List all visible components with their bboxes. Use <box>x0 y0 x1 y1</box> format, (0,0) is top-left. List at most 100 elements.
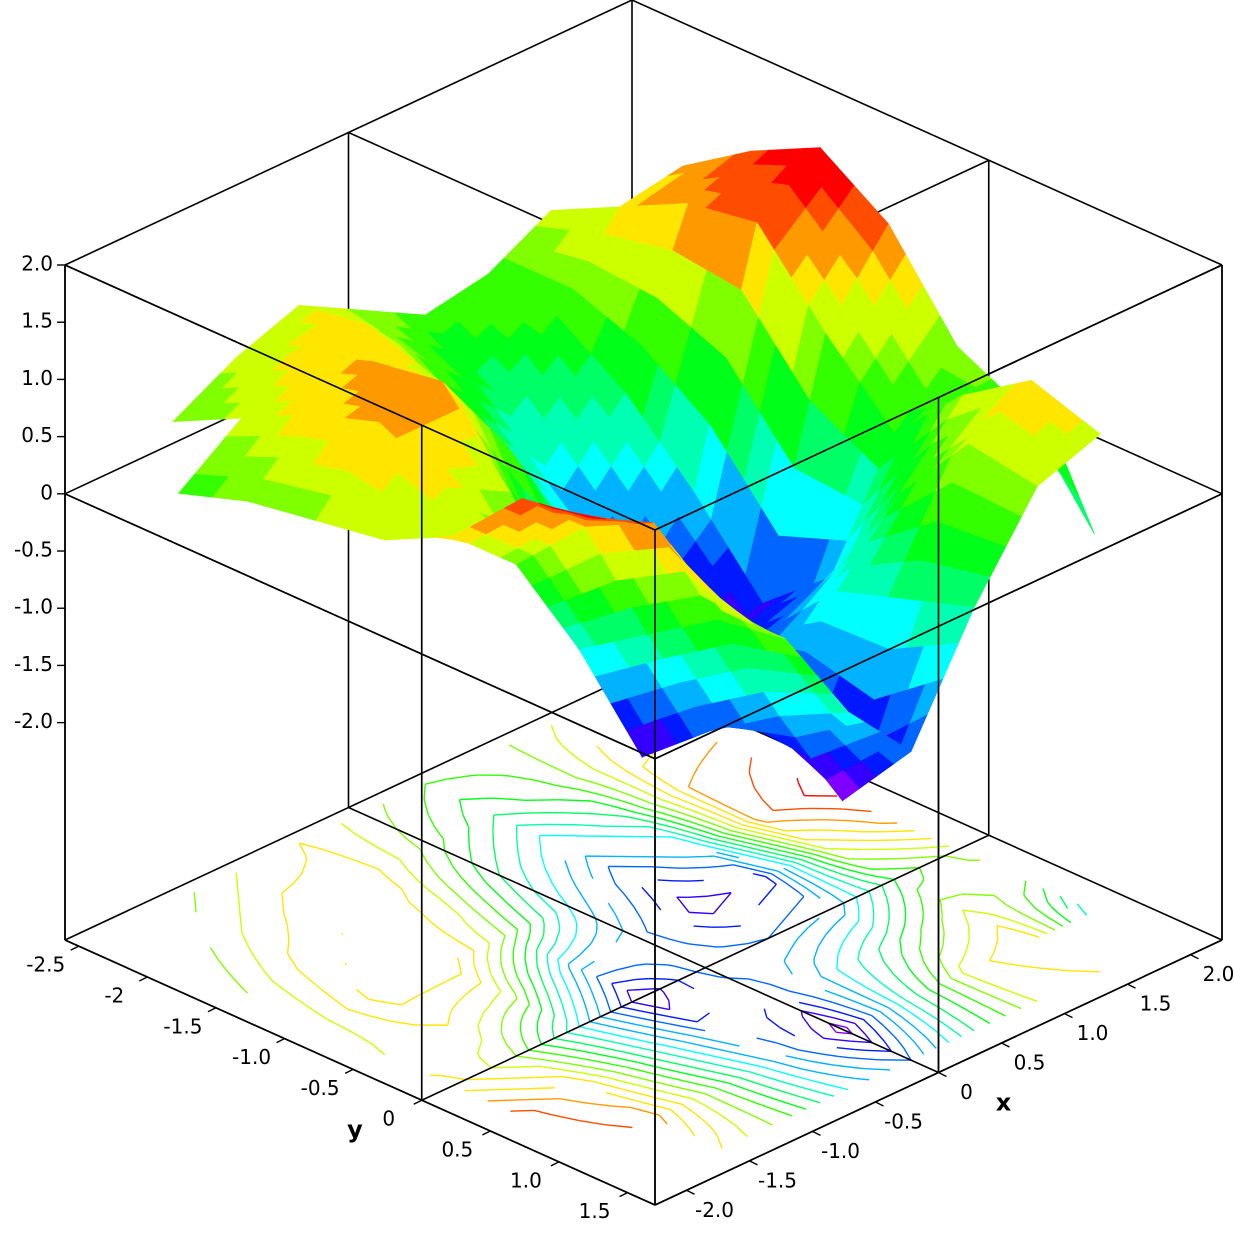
y-tick <box>482 1130 491 1136</box>
contour <box>684 835 707 843</box>
contour <box>658 1035 672 1040</box>
contour <box>401 996 417 1006</box>
contour <box>918 948 924 961</box>
x-tick <box>1064 1012 1073 1019</box>
contour <box>704 1053 717 1058</box>
contour <box>795 861 814 871</box>
contour <box>541 1043 562 1049</box>
grid-line <box>64 493 656 760</box>
contour <box>722 1115 737 1127</box>
contour <box>500 1020 503 1032</box>
contour <box>536 967 543 982</box>
contour <box>571 878 577 887</box>
contour <box>735 1125 748 1138</box>
contour <box>893 1036 898 1040</box>
contour <box>558 894 569 907</box>
contour <box>564 861 571 875</box>
contour <box>755 865 778 872</box>
contour <box>773 856 790 862</box>
contour <box>627 1082 650 1089</box>
contour <box>641 1024 647 1028</box>
x-tick-label: -1.5 <box>758 1168 797 1192</box>
contour <box>589 1021 612 1028</box>
contour <box>790 940 797 949</box>
contour <box>996 924 1020 932</box>
contour <box>693 1051 706 1055</box>
contour <box>462 813 465 817</box>
contour <box>831 829 851 832</box>
contour <box>813 1030 824 1039</box>
contour <box>303 1003 313 1011</box>
contour <box>668 1015 693 1022</box>
contour <box>568 968 577 982</box>
contour <box>281 898 285 909</box>
contour <box>785 1055 810 1062</box>
contour <box>471 1077 502 1081</box>
contour <box>590 800 614 807</box>
contour <box>554 1053 580 1059</box>
contour <box>785 851 808 858</box>
contour <box>512 962 516 969</box>
contour <box>727 1066 740 1071</box>
contour <box>509 775 535 781</box>
contour <box>872 905 875 914</box>
contour <box>589 941 593 946</box>
contour <box>825 847 858 851</box>
contour <box>559 948 569 958</box>
contour <box>710 1070 717 1074</box>
contour <box>516 1055 543 1061</box>
contour <box>536 937 544 951</box>
contour <box>512 947 515 954</box>
contour <box>299 842 321 850</box>
contour <box>657 1020 670 1025</box>
contour <box>566 1047 591 1054</box>
contour <box>762 845 786 853</box>
contour <box>880 857 906 860</box>
contour <box>524 958 529 973</box>
contour <box>962 909 969 924</box>
contour <box>1047 916 1064 927</box>
contour <box>670 836 679 840</box>
contour <box>758 894 769 906</box>
contour <box>398 858 409 872</box>
contour <box>523 989 530 1004</box>
contour <box>855 865 872 870</box>
contour <box>868 890 872 899</box>
contour <box>948 1026 962 1038</box>
contour <box>579 1119 605 1126</box>
contour <box>697 828 719 837</box>
contour <box>1003 1000 1022 1010</box>
contour <box>546 943 556 955</box>
contour <box>495 892 508 904</box>
contour <box>637 1061 660 1069</box>
contour <box>487 1099 518 1102</box>
contour <box>789 864 807 874</box>
contour <box>449 1006 455 1013</box>
contour <box>728 846 751 853</box>
contour <box>892 973 905 986</box>
contour <box>721 844 729 848</box>
contour <box>993 894 1008 906</box>
contour <box>655 1089 672 1095</box>
contour <box>734 1094 755 1103</box>
contour <box>537 1036 543 1045</box>
contour <box>580 969 586 978</box>
contour <box>706 809 719 816</box>
contour <box>942 934 945 945</box>
contour <box>476 932 490 944</box>
contour <box>855 1077 870 1081</box>
contour <box>921 906 924 914</box>
contour <box>778 1089 800 1098</box>
contour <box>753 1101 774 1110</box>
contour <box>501 1035 508 1046</box>
contour <box>524 944 527 958</box>
y-tick <box>70 945 80 951</box>
contour <box>479 1056 492 1069</box>
contour <box>823 1037 833 1040</box>
contour <box>616 1087 622 1090</box>
contour <box>517 854 522 866</box>
contour <box>456 894 469 906</box>
x-tick <box>1001 1042 1010 1048</box>
contour <box>871 920 875 928</box>
contour <box>422 855 428 863</box>
